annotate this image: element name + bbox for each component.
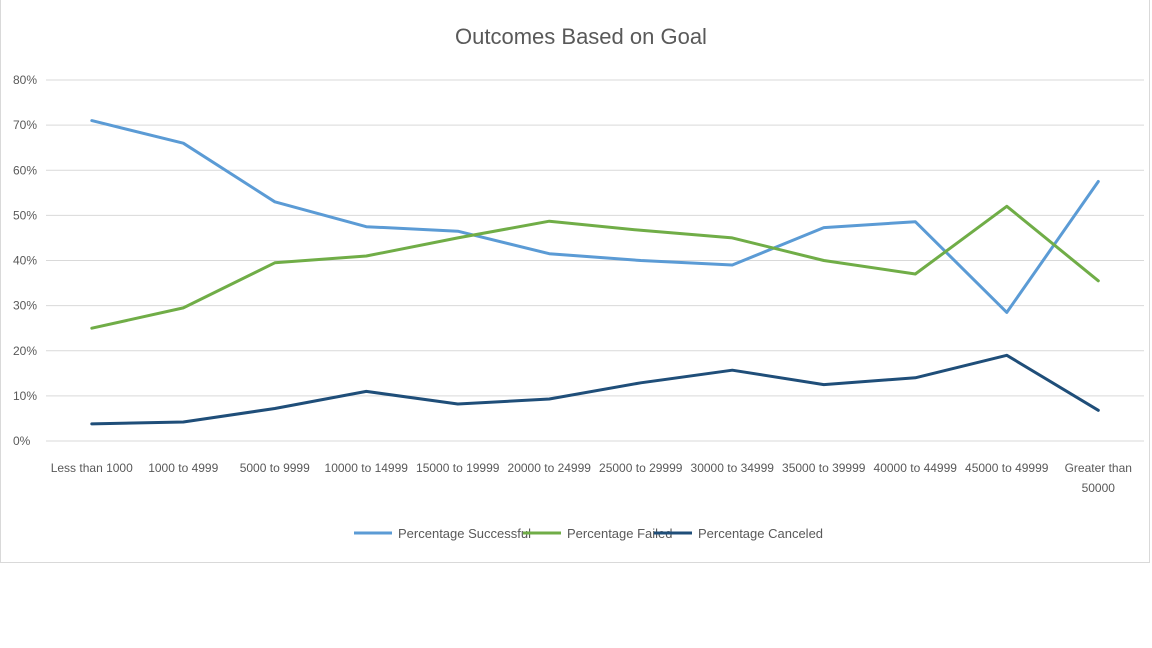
legend-label: Percentage Successful	[398, 526, 531, 541]
y-tick-label: 80%	[13, 73, 37, 87]
legend-label: Percentage Failed	[567, 526, 673, 541]
series-lines	[90, 119, 1100, 426]
x-tick-label: 10000 to 14999	[325, 461, 409, 475]
y-tick-label: 10%	[13, 389, 37, 403]
line-chart: Outcomes Based on Goal 0% 10% 20% 30% 40% 50%…	[13, 24, 1144, 541]
y-tick-label: 0%	[13, 434, 31, 448]
x-tick-label: 40000 to 44999	[874, 461, 958, 475]
x-tick-label: 25000 to 29999	[599, 461, 683, 475]
y-tick-label: 50%	[13, 208, 37, 222]
x-tick-label: 30000 to 34999	[691, 461, 775, 475]
series-line-percentage-canceled	[90, 353, 1100, 426]
x-tick-label: Greater than 50000	[1065, 461, 1132, 495]
x-tick-label: 35000 to 39999	[782, 461, 866, 475]
x-tick-label: Less than 1000	[51, 461, 133, 475]
y-tick-label: 70%	[13, 118, 37, 132]
legend-label: Percentage Canceled	[698, 526, 823, 541]
y-tick-label: 30%	[13, 299, 37, 313]
y-axis-ticks: 0% 10% 20% 30% 40% 50% 60% 70% 80%	[13, 73, 37, 448]
series-line-percentage-successful	[90, 119, 1100, 314]
chart-area: Outcomes Based on Goal 0% 10% 20% 30% 40% 50%…	[0, 0, 1150, 563]
y-tick-label: 60%	[13, 163, 37, 177]
x-axis-ticks: Less than 1000 1000 to 4999 5000 to 9999 10…	[51, 461, 1132, 495]
legend: Percentage Successful Percentage Failed Pe…	[354, 526, 823, 541]
x-tick-label: 45000 to 49999	[965, 461, 1049, 475]
chart-title: Outcomes Based on Goal	[455, 24, 707, 49]
gridlines	[46, 79, 1144, 442]
x-tick-label: 20000 to 24999	[508, 461, 592, 475]
y-tick-label: 40%	[13, 254, 37, 268]
x-tick-label: 5000 to 9999	[240, 461, 310, 475]
x-tick-label: 15000 to 19999	[416, 461, 500, 475]
x-tick-label: 1000 to 4999	[148, 461, 218, 475]
y-tick-label: 20%	[13, 344, 37, 358]
series-line-percentage-failed	[90, 204, 1100, 330]
